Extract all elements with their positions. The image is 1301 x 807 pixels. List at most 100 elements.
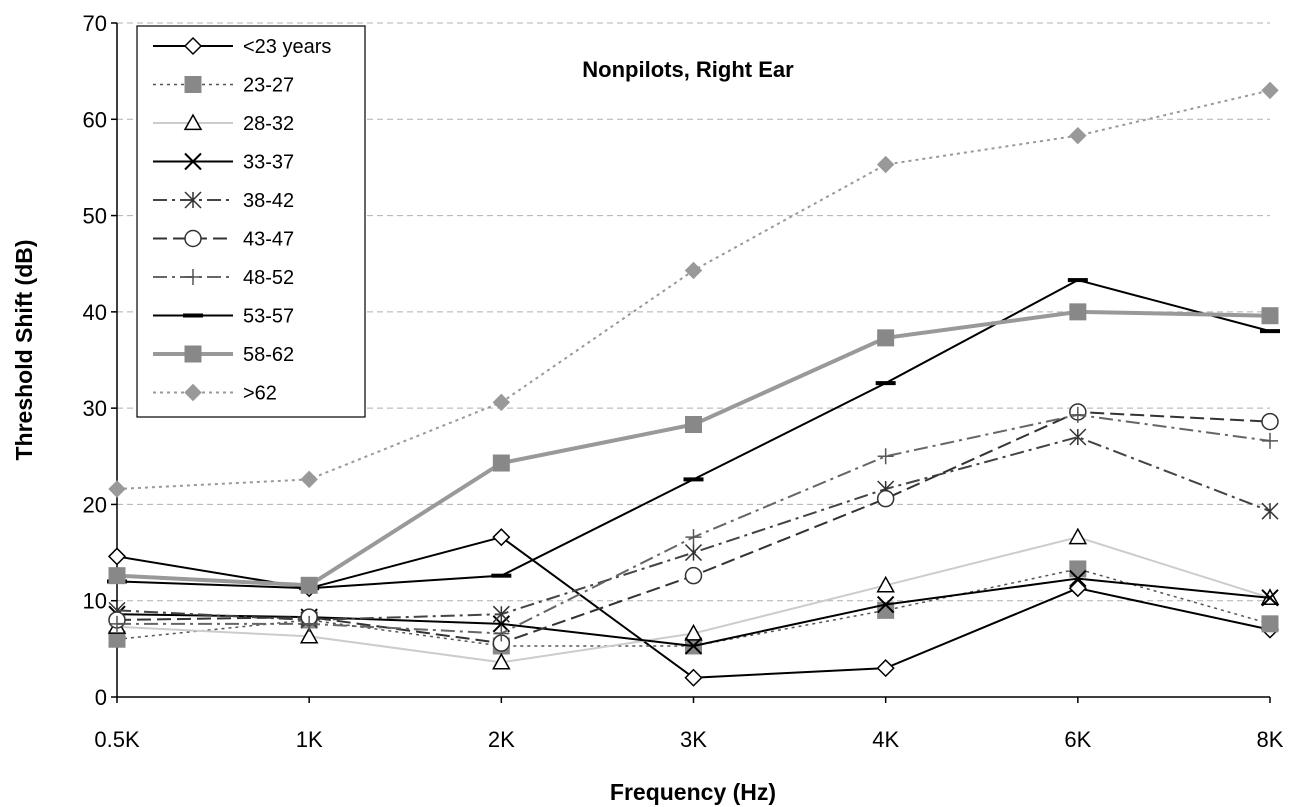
data-point-marker — [301, 615, 318, 632]
legend-item: 33-37 — [153, 152, 294, 174]
data-point-marker — [492, 605, 510, 623]
data-point-marker — [684, 668, 703, 687]
data-point-marker — [877, 448, 894, 465]
data-point-marker — [491, 573, 512, 578]
plot-area — [107, 81, 1280, 687]
data-point-marker — [492, 652, 511, 670]
x-tick-label: 1K — [296, 727, 323, 752]
chart-title: Nonpilots, Right Ear — [582, 57, 794, 82]
legend-item: 43-47 — [153, 229, 294, 251]
x-tick-label: 8K — [1257, 727, 1284, 752]
y-tick-labels: 0 10 20 30 40 50 60 70 — [83, 11, 107, 710]
legend-label: <23 years — [243, 36, 331, 58]
data-point-marker — [1069, 406, 1086, 423]
legend-label: 28-32 — [243, 113, 294, 135]
y-tick-label: 70 — [83, 11, 107, 36]
data-point-marker — [183, 313, 203, 318]
series-line — [116, 410, 1271, 645]
x-tick-label: 2K — [488, 727, 515, 752]
data-point-marker — [1261, 412, 1279, 431]
data-point-marker — [1069, 560, 1087, 578]
data-point-marker — [683, 477, 704, 482]
series-58-62 — [108, 303, 1279, 594]
legend-item: 38-42 — [153, 190, 294, 212]
x-tick-labels: 0.5K 1K 2K 3K 4K 6K 8K — [94, 727, 1283, 752]
data-point-marker — [184, 76, 202, 93]
series-38-42 — [108, 428, 1279, 629]
data-point-marker — [1262, 432, 1278, 449]
legend-label: 58-62 — [243, 344, 294, 366]
data-point-marker — [1261, 307, 1279, 325]
legend-item: >62 — [153, 383, 277, 405]
y-tick-label: 40 — [83, 300, 107, 325]
series-43-47 — [108, 403, 1279, 652]
legend-item: 48-52 — [153, 267, 294, 289]
data-point-marker — [300, 470, 318, 489]
data-point-marker — [684, 623, 703, 641]
series-48-52 — [109, 406, 1278, 642]
data-point-marker — [876, 489, 895, 508]
y-tick-label: 30 — [83, 396, 107, 421]
y-tick-label: 10 — [83, 589, 107, 614]
legend-label: 33-37 — [243, 152, 294, 174]
data-point-marker — [1069, 126, 1087, 145]
legend-item: 23-27 — [153, 75, 294, 97]
y-tick-label: 60 — [83, 107, 107, 132]
data-point-marker — [109, 615, 125, 632]
legend-label: >62 — [243, 383, 277, 405]
data-point-marker — [876, 595, 895, 614]
legend-label: 38-42 — [243, 190, 294, 212]
data-point-marker — [685, 529, 702, 546]
data-point-marker — [184, 345, 202, 363]
data-point-marker — [684, 544, 703, 562]
data-point-marker — [1261, 502, 1279, 520]
legend: <23 years 23-27 28-32 33-37 38-42 43-47 48-52 5… — [136, 25, 366, 418]
x-tick-label: 0.5K — [94, 727, 140, 752]
data-point-marker — [877, 329, 895, 347]
x-axis-title: Frequency (Hz) — [610, 779, 776, 805]
data-point-marker — [492, 454, 510, 472]
data-point-marker — [684, 637, 703, 655]
data-point-marker — [107, 547, 127, 566]
legend-label: 23-27 — [243, 75, 294, 97]
data-point-marker — [876, 155, 895, 174]
data-point-marker — [875, 381, 896, 386]
data-point-marker — [685, 416, 702, 434]
data-point-marker — [184, 383, 202, 402]
data-point-marker — [1069, 569, 1087, 588]
x-tick-label: 6K — [1064, 727, 1091, 752]
data-point-marker — [185, 269, 201, 285]
legend-label: 48-52 — [243, 267, 294, 289]
data-point-marker — [299, 626, 319, 644]
legend-item: 28-32 — [153, 113, 294, 135]
data-point-marker — [1067, 278, 1088, 283]
data-point-marker — [684, 566, 703, 585]
y-tick-label: 0 — [95, 685, 107, 710]
data-point-marker — [184, 229, 202, 248]
data-point-marker — [300, 576, 318, 594]
y-tick-label: 50 — [83, 204, 107, 229]
data-point-marker — [876, 575, 895, 593]
data-point-marker — [1261, 615, 1279, 633]
legend-label: 43-47 — [243, 229, 294, 251]
data-point-marker — [1261, 81, 1279, 100]
data-point-marker — [1068, 579, 1087, 598]
x-tick-label: 4K — [872, 727, 899, 752]
data-point-marker — [183, 113, 203, 131]
data-point-marker — [1069, 428, 1087, 446]
series->62 — [108, 81, 1279, 498]
data-point-marker — [108, 480, 126, 498]
legend-item: 53-57 — [153, 306, 294, 328]
axes — [111, 22, 1271, 703]
data-point-marker — [492, 528, 511, 547]
data-point-marker — [492, 393, 511, 412]
data-point-marker — [876, 659, 895, 678]
data-point-marker — [493, 625, 510, 642]
legend-label: 53-57 — [243, 306, 294, 328]
data-point-marker — [184, 152, 202, 171]
data-point-marker — [108, 567, 126, 585]
data-point-marker — [1260, 329, 1280, 334]
y-tick-label: 20 — [83, 492, 107, 517]
y-axis-title: Threshold Shift (dB) — [11, 239, 37, 460]
